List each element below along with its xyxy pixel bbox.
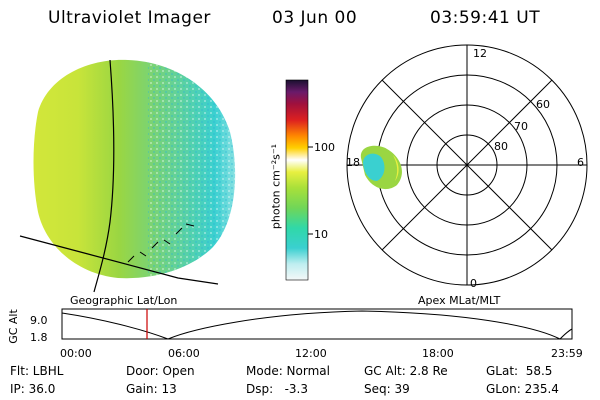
glon-readout: GLon: 235.4 <box>486 382 559 396</box>
lat-70-label: 70 <box>514 120 528 133</box>
geographic-label: Geographic Lat/Lon <box>70 294 178 307</box>
colorbar-unit-label: photon cm⁻²s⁻¹ <box>269 143 283 230</box>
gain-readout: Gain: 13 <box>126 382 177 396</box>
ip-readout: IP: 36.0 <box>10 382 56 396</box>
timeline-ylabel: GC Alt <box>6 309 20 344</box>
time-readout: 03:59:41 UT <box>430 8 541 28</box>
mlt-0-label: 0 <box>470 277 477 290</box>
timeline-tick-0: 00:00 <box>60 347 92 360</box>
auroral-oval <box>360 145 402 190</box>
timeline-tick-2: 12:00 <box>295 347 327 360</box>
timeline-tick-3: 18:00 <box>422 347 454 360</box>
timeline-tick-1: 06:00 <box>168 347 200 360</box>
geographic-image <box>19 59 236 293</box>
mode-readout: Mode: Normal <box>246 364 330 378</box>
mlt-12-label: 12 <box>473 47 487 60</box>
seq-readout: Seq: 39 <box>364 382 410 396</box>
altitude-timeline <box>61 308 573 340</box>
colorbar-tick-100: 100 <box>314 141 335 154</box>
gc-alt-readout: GC Alt: 2.8 Re <box>364 364 448 378</box>
date-readout: 03 Jun 00 <box>272 8 358 28</box>
dsp-readout: Dsp: -3.3 <box>246 382 309 396</box>
timeline-tick-4: 23:59 <box>551 347 583 360</box>
mlt-6-label: 6 <box>577 156 584 169</box>
door-readout: Door: Open <box>126 364 195 378</box>
glat-readout: GLat: 58.5 <box>486 364 553 378</box>
coastline <box>127 223 195 263</box>
lat-60-label: 60 <box>536 98 550 111</box>
meridian-line <box>93 59 115 293</box>
mlt-18-label: 18 <box>346 156 360 169</box>
lat-80-label: 80 <box>494 140 508 153</box>
app-title: Ultraviolet Imager <box>48 8 211 28</box>
polar-plot-label: Apex MLat/MLT <box>418 294 501 307</box>
colorbar <box>285 79 313 281</box>
timeline-y-top: 9.0 <box>30 314 48 327</box>
filter-readout: Flt: LBHL <box>10 364 64 378</box>
polar-plot <box>346 44 588 286</box>
latitude-line <box>19 235 219 285</box>
timeline-y-bottom: 1.8 <box>30 331 48 344</box>
colorbar-tick-10: 10 <box>314 228 328 241</box>
